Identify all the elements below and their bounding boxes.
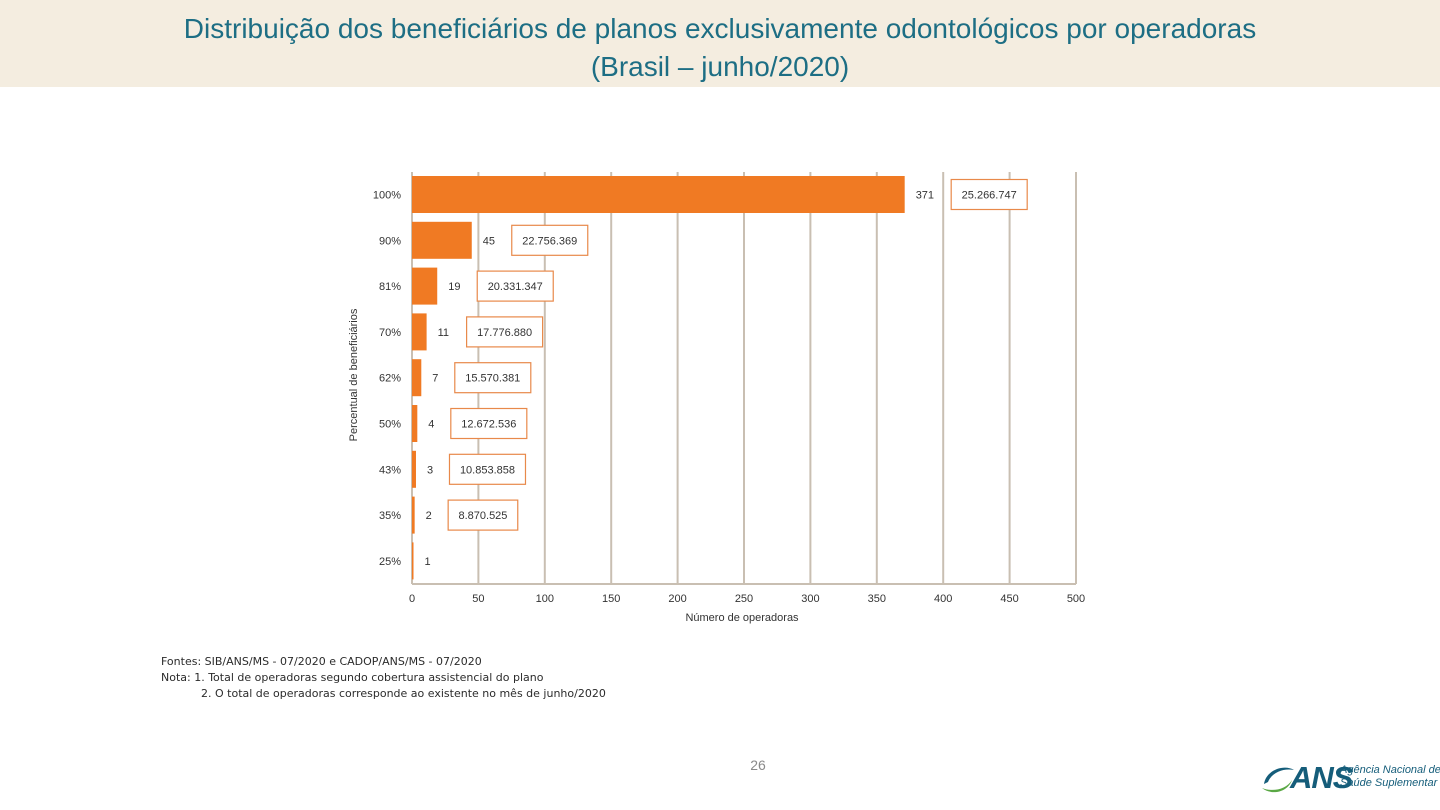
callout-box (454, 362, 532, 394)
callout-box (476, 270, 554, 302)
x-tick-label: 150 (602, 593, 620, 605)
bar-value-label: 4 (428, 419, 434, 431)
y-tick-label: 25% (379, 556, 401, 568)
bar (412, 267, 438, 305)
callout-box (511, 224, 589, 256)
x-tick-label: 50 (472, 593, 484, 605)
y-tick-label: 43% (379, 464, 401, 476)
bar (412, 221, 472, 259)
x-tick-label: 450 (1000, 593, 1018, 605)
callout-label: 20.331.347 (488, 281, 543, 293)
y-tick-label: 81% (379, 281, 401, 293)
bar-value-label: 45 (483, 235, 495, 247)
logo-name-line1: Agência Nacional de (1340, 764, 1440, 776)
bar-value-label: 371 (916, 190, 934, 202)
bar-value-label: 2 (426, 510, 432, 522)
bar (412, 542, 414, 580)
callout-label: 25.266.747 (962, 190, 1017, 202)
bar (412, 450, 416, 488)
callout-box (447, 499, 519, 531)
bar-value-label: 19 (448, 281, 460, 293)
callout-label: 8.870.525 (458, 510, 507, 522)
x-tick-label: 350 (868, 593, 886, 605)
callout-label: 12.672.536 (461, 419, 516, 431)
bar-value-label: 3 (427, 464, 433, 476)
y-tick-label: 90% (379, 235, 401, 247)
x-tick-label: 100 (536, 593, 554, 605)
callout-label: 10.853.858 (460, 464, 515, 476)
logo-name-line2: Saúde Suplementar (1340, 777, 1438, 789)
bar (412, 496, 415, 534)
slide-title: Distribuição dos beneficiários de planos… (0, 10, 1440, 86)
title-band: Distribuição dos beneficiários de planos… (0, 0, 1440, 87)
x-tick-label: 400 (934, 593, 952, 605)
page-number: 26 (750, 757, 766, 773)
callout-label: 17.776.880 (477, 327, 532, 339)
x-axis-title: Número de operadoras (685, 612, 799, 624)
ans-logo-icon (1262, 767, 1294, 793)
callout-box (466, 316, 544, 348)
chart-notes: Fontes: SIB/ANS/MS - 07/2020 e CADOP/ANS… (161, 654, 606, 702)
slide-title-line2: (Brasil – junho/2020) (590, 51, 850, 82)
x-tick-label: 250 (735, 593, 753, 605)
callout-label: 15.570.381 (465, 373, 520, 385)
bar (412, 359, 422, 397)
logo-acronym: ANS (1290, 760, 1353, 795)
note-1: Nota: 1. Total de operadoras segundo cob… (161, 671, 544, 684)
bar-value-label: 11 (438, 327, 449, 339)
x-tick-label: 0 (409, 593, 415, 605)
y-tick-label: 50% (379, 419, 401, 431)
ans-logo: ANS Agência Nacional de Saúde Suplementa… (1258, 760, 1440, 798)
callout-box (448, 453, 527, 485)
y-tick-label: 62% (379, 373, 401, 385)
bar (412, 176, 905, 213)
y-tick-label: 70% (379, 327, 401, 339)
callout-box (950, 178, 1028, 211)
callout-label: 22.756.369 (522, 235, 577, 247)
x-tick-label: 200 (668, 593, 686, 605)
note-2: 2. O total de operadoras corresponde ao … (201, 687, 606, 700)
bar-value-label: 1 (425, 556, 431, 568)
bar (412, 313, 427, 351)
logo-agency-name: Agência Nacional de Saúde Suplementar (1340, 764, 1440, 790)
bar-value-label: 7 (432, 373, 438, 385)
bar-chart: 0 50 100 150 200 250 300 350 400 450 500 Número de … (348, 172, 1085, 624)
x-tick-label: 500 (1067, 593, 1085, 605)
bar (412, 405, 418, 442)
slide-title-line1: Distribuição dos beneficiários de planos… (183, 13, 1257, 44)
y-tick-label: 35% (379, 510, 401, 522)
y-axis-title: Percentual de beneficiários (348, 308, 360, 441)
sources-note: Fontes: SIB/ANS/MS - 07/2020 e CADOP/ANS… (161, 655, 482, 668)
y-tick-label: 100% (373, 190, 401, 202)
callout-box (450, 407, 528, 440)
x-tick-label: 300 (801, 593, 819, 605)
